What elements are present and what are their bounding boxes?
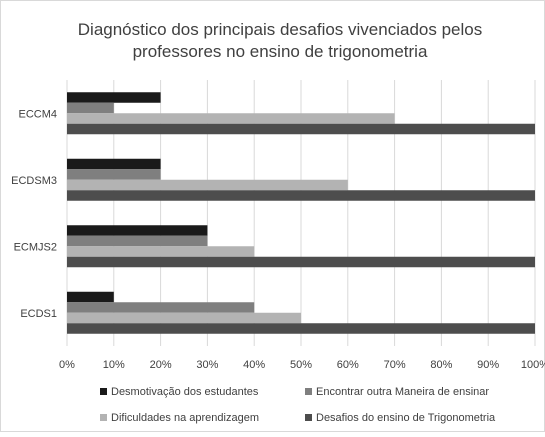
bar: [67, 102, 114, 114]
category-label: ECMJS2: [14, 241, 57, 253]
x-tick-label: 90%: [477, 359, 499, 371]
legend-swatch: [100, 414, 107, 421]
bar: [67, 179, 348, 191]
bar: [67, 113, 395, 124]
x-tick-labels: 0% 10% 20% 30% 40% 50% 60% 70% 80% 90% 100%: [59, 359, 545, 371]
bar: [67, 123, 535, 135]
bars: [67, 92, 535, 334]
bar: [67, 190, 535, 201]
legend-swatch: [305, 414, 312, 421]
category-labels: ECCM4 ECDSM3 ECMJS2 ECDS1: [11, 108, 57, 320]
legend-label: Desmotivação dos estudantes: [111, 386, 259, 398]
x-tick-label: 0%: [59, 359, 75, 371]
x-tick-label: 40%: [243, 359, 265, 371]
legend-label: Dificuldades na aprendizagem: [111, 412, 259, 424]
bar: [67, 169, 161, 180]
bar: [67, 235, 208, 247]
bar: [67, 225, 208, 236]
bar: [67, 158, 161, 170]
x-tick-label: 50%: [290, 359, 312, 371]
legend-swatch: [305, 388, 312, 395]
bar: [67, 312, 301, 324]
legend-label: Desafios do ensino de Trigonometria: [316, 412, 496, 424]
legend-label: Encontrar outra Maneira de ensinar: [316, 386, 489, 398]
bar: [67, 291, 114, 303]
chart-title-line-1: Diagnóstico dos principais desafios vive…: [78, 20, 482, 39]
x-tick-label: 60%: [337, 359, 359, 371]
category-label: ECDSM3: [11, 175, 57, 187]
chart-title-line-2: professores no ensino de trigonometria: [133, 42, 428, 61]
bar: [67, 246, 255, 257]
x-tick-label: 70%: [384, 359, 406, 371]
legend: Desmotivação dos estudantes Encontrar out…: [100, 386, 496, 424]
bar: [67, 323, 535, 334]
x-tick-label: 10%: [103, 359, 125, 371]
bar: [67, 92, 161, 103]
category-label: ECCM4: [18, 108, 57, 120]
x-tick-label: 80%: [430, 359, 452, 371]
x-tick-label: 100%: [521, 359, 545, 371]
x-tick-label: 30%: [196, 359, 218, 371]
bar: [67, 256, 535, 268]
legend-swatch: [100, 388, 107, 395]
x-tick-label: 20%: [150, 359, 172, 371]
bar: [67, 302, 255, 313]
category-label: ECDS1: [20, 308, 57, 320]
